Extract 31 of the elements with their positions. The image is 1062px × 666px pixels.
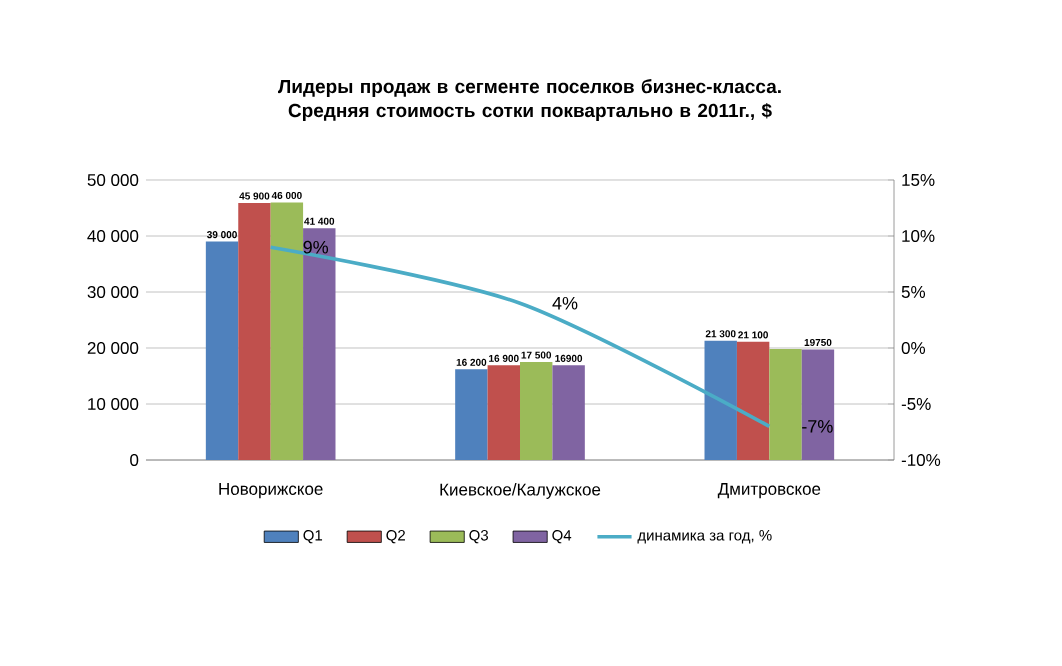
y2-tick-label: 5% bbox=[901, 286, 926, 298]
bar bbox=[704, 340, 737, 460]
data-label: -7% bbox=[802, 420, 833, 433]
bar bbox=[552, 365, 585, 460]
y2-tick-label: -10% bbox=[901, 454, 941, 467]
y2-tick-label: 10% bbox=[902, 230, 935, 243]
bar bbox=[520, 362, 553, 460]
y-tick-label: 10 000 bbox=[88, 398, 139, 411]
y2-tick-label: -5% bbox=[901, 398, 931, 410]
y-tick-label: 0 bbox=[130, 454, 139, 467]
data-label: 4% bbox=[552, 296, 578, 310]
bar bbox=[769, 349, 802, 460]
y-tick-label: 30 000 bbox=[87, 286, 139, 299]
bar bbox=[205, 241, 239, 460]
y2-tick-label: 0% bbox=[901, 342, 926, 355]
x-tick-label: Новорижское bbox=[219, 483, 323, 499]
y2-tick-label: 15% bbox=[902, 174, 935, 186]
bar bbox=[303, 228, 336, 460]
x-tick-label: Дмитровское bbox=[717, 483, 821, 499]
y-tick-label: 20 000 bbox=[87, 342, 139, 355]
y-tick-label: 50 000 bbox=[87, 174, 139, 187]
chart-title: Лидеры продаж в сегменте поселков бизнес-класса. Средняя стоимость сотки поквартально в 2011г., $ bbox=[278, 79, 781, 121]
bar bbox=[736, 341, 770, 460]
y-tick-label: 40 000 bbox=[87, 230, 139, 243]
bar bbox=[487, 365, 520, 460]
bar bbox=[455, 369, 488, 460]
bar bbox=[238, 202, 271, 460]
bar bbox=[270, 202, 304, 460]
bar bbox=[801, 349, 835, 460]
data-label: 9% bbox=[303, 240, 329, 254]
x-tick-label: Киевское/Калужское bbox=[440, 483, 601, 499]
